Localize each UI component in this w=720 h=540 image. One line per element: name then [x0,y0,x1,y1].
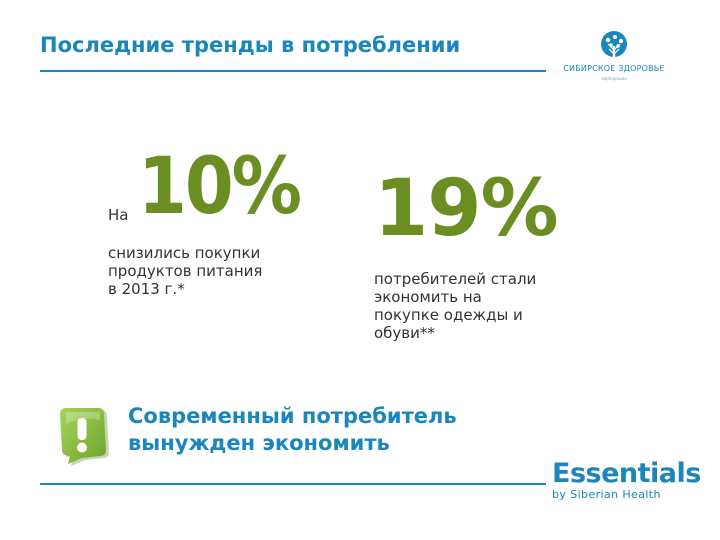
stat-2-desc-line: потребителей стали [374,270,537,288]
top-divider [40,70,546,72]
stat-2-description: потребителей стали экономить на покупке … [374,270,594,342]
stat-1-desc-line: в 2013 г.* [108,280,185,298]
logo-company-name: СИБИРСКОЕ ЗДОРОВЬЕ [563,64,665,73]
exclamation-badge-icon [60,408,109,466]
stat-1-desc-line: снизились покупки [108,244,261,262]
conclusion-line: Современный потребитель [128,404,457,428]
conclusion-line: вынужден экономить [128,431,390,455]
conclusion-text: Современный потребитель вынужден экономи… [128,403,457,457]
stat-1-value: 10% [138,142,302,232]
stat-1-prefix: На [108,206,129,224]
logo-subtitle: корпорация [601,76,627,81]
brand-logo: Essentials by Siberian Health [552,458,701,502]
stat-2-value: 19% [374,164,559,254]
stat-2-desc-line: обуви** [374,324,435,342]
stat-2-desc-line: экономить на [374,288,482,306]
stat-1-desc-line: продуктов питания [108,262,263,280]
page-title: Последние тренды в потреблении [40,33,461,57]
brand-name: Essentials [552,458,701,489]
stat-1-description: снизились покупки продуктов питания в 20… [108,244,328,298]
bottom-divider [40,483,546,485]
company-logo: СИБИРСКОЕ ЗДОРОВЬЕ корпорация [556,30,672,86]
stat-2-desc-line: покупке одежды и [374,306,523,324]
brand-subtitle: by Siberian Health [552,488,661,501]
tree-logo-icon [601,31,627,59]
